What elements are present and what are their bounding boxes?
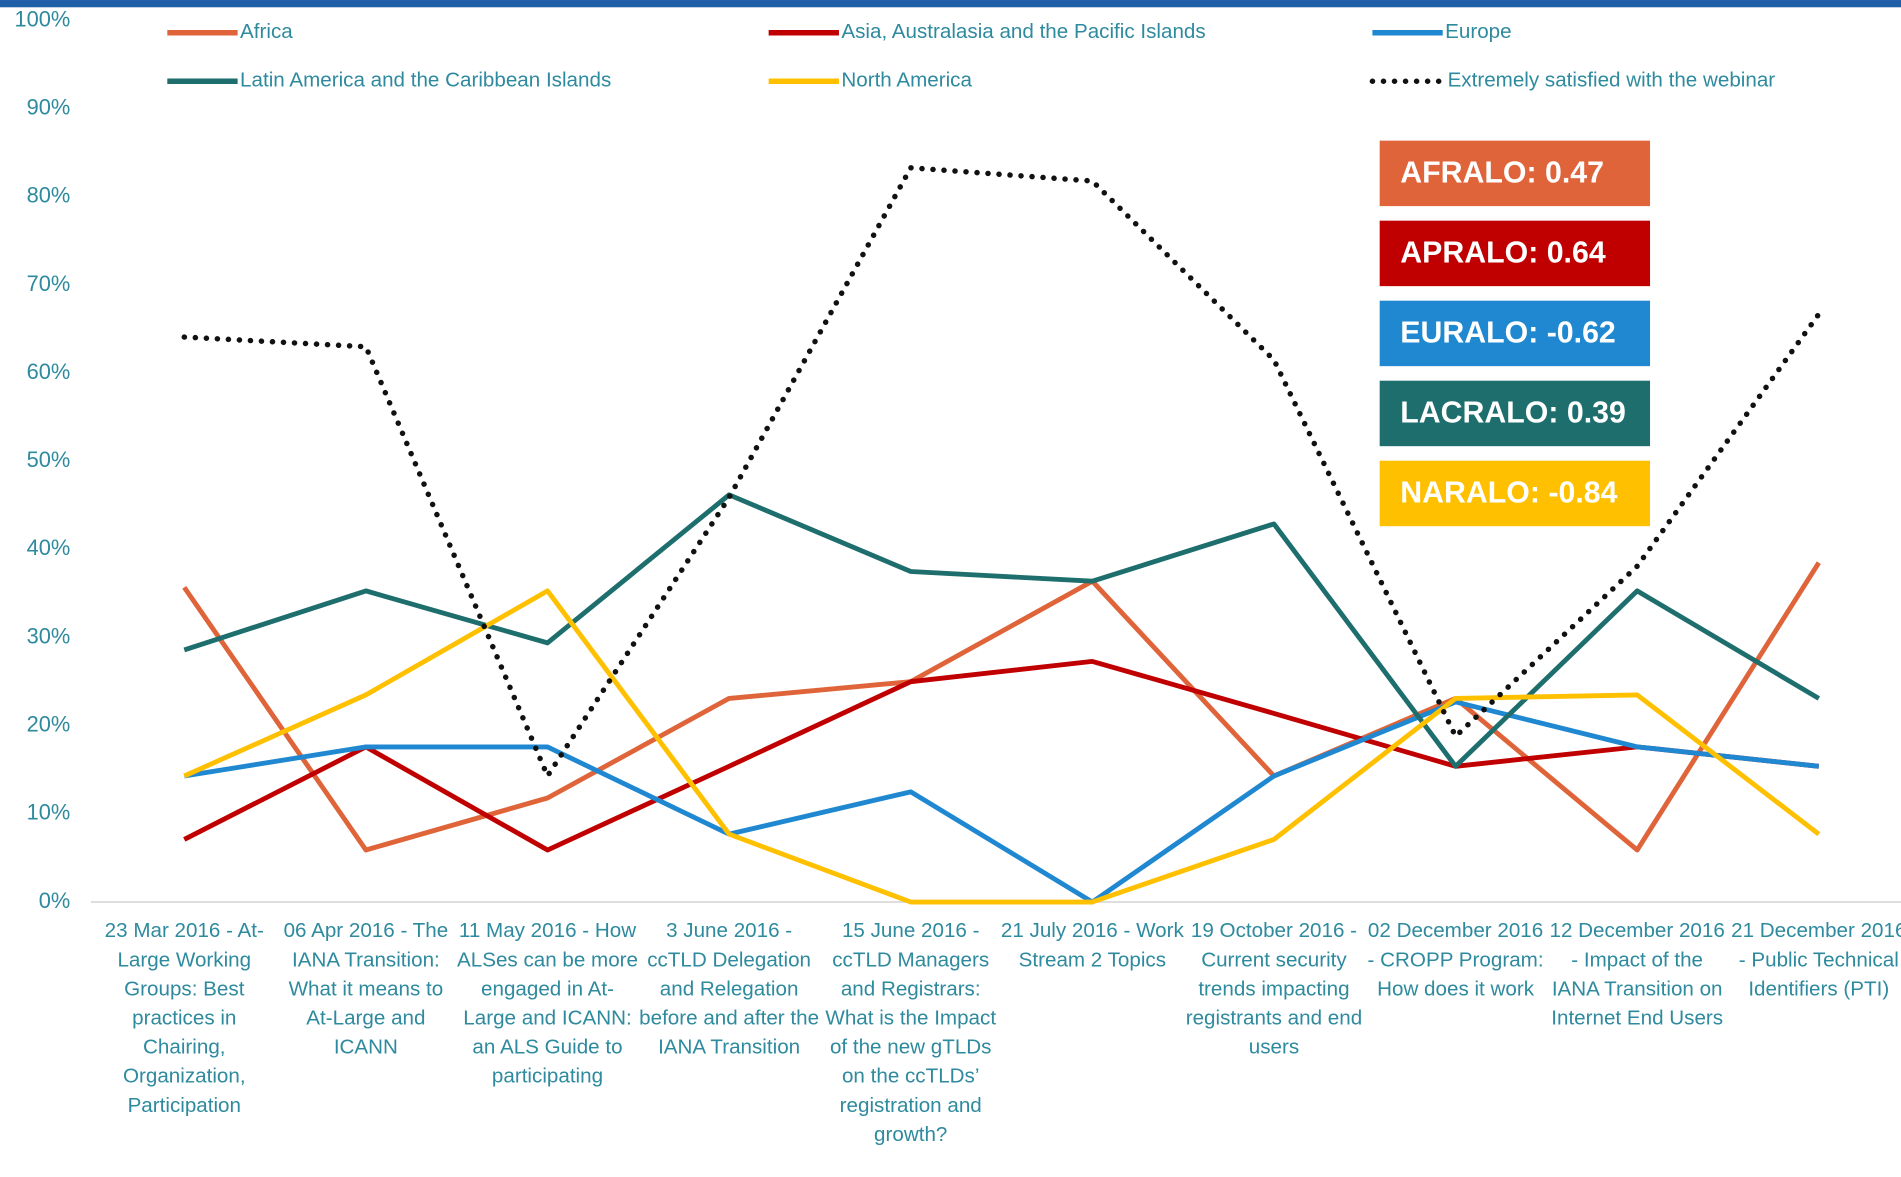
y-tick-label: 50% bbox=[27, 447, 71, 472]
annotation-text: AFRALO: 0.47 bbox=[1400, 157, 1604, 190]
x-tick-label-box: 21 July 2016 - Work Stream 2 Topics bbox=[1000, 918, 1184, 972]
legend-label: Africa bbox=[240, 20, 293, 43]
legend-label: Latin America and the Caribbean Islands bbox=[240, 69, 611, 92]
x-tick-label: 23 Mar 2016 - At-Large Working Groups: B… bbox=[104, 918, 264, 1117]
annotation-text: EURALO: -0.62 bbox=[1400, 317, 1615, 350]
annotation-text: LACRALO: 0.39 bbox=[1400, 397, 1626, 430]
y-tick-label: 80% bbox=[27, 183, 71, 208]
x-tick-label: 15 June 2016 - ccTLD Managers and Regist… bbox=[825, 918, 997, 1146]
x-tick-label-box: 21 December 2016 - Public Technical Iden… bbox=[1731, 918, 1901, 1001]
x-tick-label-box: 06 Apr 2016 - The IANA Transition: What … bbox=[283, 918, 449, 1059]
legend-label: Extremely satisfied with the webinar bbox=[1448, 69, 1776, 92]
y-tick-label: 60% bbox=[27, 359, 71, 384]
y-tick-label: 0% bbox=[39, 888, 71, 913]
x-tick-label-box: 23 Mar 2016 - At-Large Working Groups: B… bbox=[104, 918, 264, 1117]
series-line bbox=[183, 699, 1820, 905]
x-tick-label-box: 02 December 2016 - CROPP Program: How do… bbox=[1367, 918, 1544, 1001]
y-tick-label: 70% bbox=[27, 271, 71, 296]
annotation-box bbox=[1379, 300, 1651, 367]
annotation-box bbox=[1379, 140, 1651, 207]
series-line bbox=[181, 165, 1822, 779]
x-tick-label-box: 15 June 2016 - ccTLD Managers and Regist… bbox=[825, 918, 997, 1146]
y-tick-label: 30% bbox=[27, 623, 71, 648]
series-line bbox=[183, 658, 1820, 853]
x-tick-label-box: 12 December 2016 - Impact of the IANA Tr… bbox=[1549, 918, 1725, 1030]
x-tick-label-box: 19 October 2016 - Current security trend… bbox=[1185, 918, 1363, 1059]
annotation-box bbox=[1379, 460, 1651, 527]
annotation-box bbox=[1379, 220, 1651, 287]
top-bar bbox=[0, 0, 1901, 8]
annotation-text: NARALO: -0.84 bbox=[1400, 477, 1617, 510]
series-line bbox=[183, 588, 1821, 905]
x-tick-label: 11 May 2016 - How ALSes can be more enga… bbox=[456, 918, 639, 1088]
x-tick-label-box: 3 June 2016 - ccTLD Delegation and Releg… bbox=[639, 918, 820, 1059]
x-tick-label: 3 June 2016 - ccTLD Delegation and Releg… bbox=[639, 918, 820, 1059]
x-tick-label: 21 December 2016 - Public Technical Iden… bbox=[1731, 918, 1901, 1001]
legend-label: Asia, Australasia and the Pacific Island… bbox=[841, 20, 1205, 43]
x-tick-label-box: 11 May 2016 - How ALSes can be more enga… bbox=[456, 918, 639, 1088]
legend-label: North America bbox=[841, 69, 972, 92]
annotation-text: APRALO: 0.64 bbox=[1400, 237, 1606, 270]
x-tick-label: 21 July 2016 - Work Stream 2 Topics bbox=[1000, 918, 1184, 972]
series-line bbox=[183, 492, 1821, 769]
y-tick-label: 90% bbox=[27, 95, 71, 120]
x-tick-label: 02 December 2016 - CROPP Program: How do… bbox=[1367, 918, 1544, 1001]
annotation-box bbox=[1379, 380, 1651, 447]
series-line bbox=[182, 561, 1821, 853]
y-tick-label: 20% bbox=[27, 712, 71, 737]
x-tick-label: 06 Apr 2016 - The IANA Transition: What … bbox=[283, 918, 449, 1059]
y-tick-label: 100% bbox=[15, 6, 71, 31]
y-tick-label: 40% bbox=[27, 535, 71, 560]
x-tick-label: 19 October 2016 - Current security trend… bbox=[1185, 918, 1363, 1059]
legend-label: Europe bbox=[1445, 20, 1511, 43]
x-tick-label: 12 December 2016 - Impact of the IANA Tr… bbox=[1549, 918, 1725, 1030]
y-tick-label: 10% bbox=[27, 800, 71, 825]
